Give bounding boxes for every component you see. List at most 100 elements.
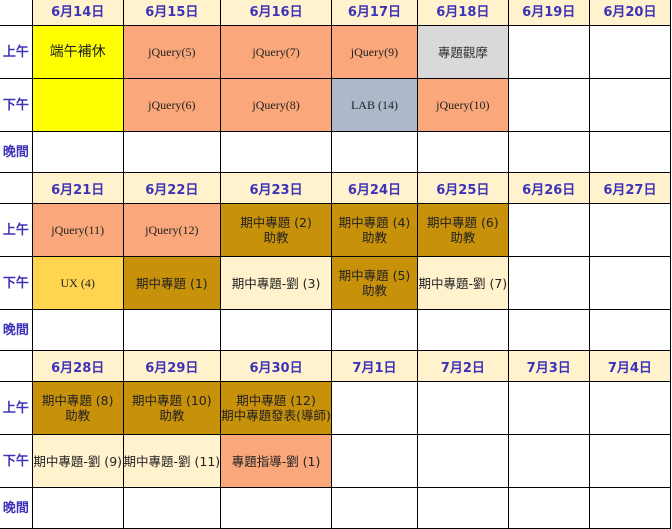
schedule-cell[interactable] xyxy=(507,25,590,79)
slot-label-afternoon: 下午 xyxy=(0,256,33,310)
date-header: 6月23日 xyxy=(220,172,332,204)
schedule-cell[interactable]: 端午補休 xyxy=(31,25,124,79)
schedule-cell[interactable] xyxy=(417,309,509,351)
header-corner-cell xyxy=(0,0,33,26)
schedule-cell[interactable] xyxy=(588,309,672,351)
schedule-cell[interactable]: 期中專題-劉 (9) xyxy=(31,434,124,488)
cell-text: 端午補休 xyxy=(49,43,106,60)
cell-text: 助教 xyxy=(361,230,387,245)
schedule-cell[interactable] xyxy=(417,487,509,529)
cell-text: 專題指導-劉 (1) xyxy=(231,453,321,469)
schedule-cell[interactable] xyxy=(588,487,672,529)
schedule-cell[interactable]: 期中專題 (4) 助教 xyxy=(330,203,419,257)
afternoon-row: 下午 UX (4) 期中專題 (1) 期中專題-劉 (3) 期中專題 (5) 助教 期中專題… xyxy=(0,256,672,310)
schedule-cell[interactable]: jQuery(7) xyxy=(220,25,332,79)
week-header-row: 6月14日 6月15日 6月16日 6月17日 6月18日 6月19日 6月20日 xyxy=(0,0,672,26)
slot-label-evening: 晚間 xyxy=(0,131,33,173)
schedule-cell[interactable] xyxy=(417,434,509,488)
morning-row: 上午 jQuery(11) jQuery(12) 期中專題 (2) 助教 期中專題 (4)… xyxy=(0,203,672,257)
schedule-cell[interactable] xyxy=(31,487,124,529)
cell-text: 期中專題 (5) xyxy=(338,268,411,283)
schedule-cell[interactable] xyxy=(507,131,590,173)
schedule-cell[interactable]: 專題指導-劉 (1) xyxy=(220,434,332,488)
schedule-cell[interactable]: jQuery(5) xyxy=(122,25,222,79)
schedule-cell[interactable] xyxy=(588,381,672,435)
schedule-cell[interactable] xyxy=(507,256,590,310)
schedule-cell[interactable]: jQuery(10) xyxy=(417,78,509,132)
schedule-cell[interactable] xyxy=(330,309,419,351)
schedule-cell[interactable] xyxy=(122,131,222,173)
schedule-cell[interactable]: 期中專題-劉 (11) xyxy=(122,434,222,488)
schedule-cell[interactable] xyxy=(122,487,222,529)
schedule-cell[interactable] xyxy=(220,131,332,173)
date-header: 6月26日 xyxy=(507,172,590,204)
schedule-cell[interactable] xyxy=(220,309,332,351)
schedule-cell[interactable] xyxy=(31,309,124,351)
schedule-cell[interactable]: 期中專題 (2) 助教 xyxy=(220,203,332,257)
cell-text: LAB (14) xyxy=(350,97,398,112)
schedule-cell[interactable] xyxy=(588,78,672,132)
cell-text: jQuery(9) xyxy=(350,44,399,59)
schedule-cell[interactable]: 專題觀摩 xyxy=(417,25,509,79)
schedule-cell[interactable]: jQuery(6) xyxy=(122,78,222,132)
schedule-cell[interactable] xyxy=(330,487,419,529)
schedule-cell[interactable] xyxy=(31,131,124,173)
schedule-cell[interactable]: 期中專題 (1) xyxy=(122,256,222,310)
cell-text: 專題觀摩 xyxy=(437,44,488,60)
schedule-cell[interactable]: jQuery(8) xyxy=(220,78,332,132)
schedule-cell[interactable] xyxy=(31,78,124,132)
cell-text: 助教 xyxy=(159,408,185,423)
cell-text: 期中專題 (10) xyxy=(132,393,212,408)
cell-text: 期中專題 (2) xyxy=(240,215,312,230)
schedule-cell[interactable]: jQuery(11) xyxy=(31,203,124,257)
schedule-cell[interactable] xyxy=(507,434,590,488)
schedule-cell[interactable] xyxy=(507,203,590,257)
schedule-cell[interactable]: LAB (14) xyxy=(330,78,419,132)
schedule-cell[interactable] xyxy=(588,131,672,173)
schedule-cell[interactable] xyxy=(330,131,419,173)
cell-text: jQuery(5) xyxy=(148,44,196,59)
schedule-cell[interactable]: 期中專題 (6) 助教 xyxy=(417,203,509,257)
schedule-cell[interactable]: 期中專題 (8) 助教 xyxy=(31,381,124,435)
cell-text: 期中專題-劉 (3) xyxy=(231,275,321,291)
schedule-cell[interactable]: 期中專題 (5) 助教 xyxy=(330,256,419,310)
schedule-cell[interactable]: 期中專題 (10) 助教 xyxy=(122,381,222,435)
schedule-cell[interactable] xyxy=(220,487,332,529)
schedule-cell[interactable]: 期中專題 (12) 期中專題發表(導師) xyxy=(220,381,332,435)
afternoon-row: 下午 期中專題-劉 (9) 期中專題-劉 (11) 專題指導-劉 (1) xyxy=(0,434,672,488)
schedule-cell[interactable] xyxy=(507,381,590,435)
cell-text: jQuery(8) xyxy=(252,97,300,112)
schedule-cell[interactable] xyxy=(507,309,590,351)
schedule-cell[interactable] xyxy=(330,434,419,488)
schedule-cell[interactable]: jQuery(12) xyxy=(122,203,222,257)
date-header: 6月30日 xyxy=(220,350,332,382)
cell-text: jQuery(6) xyxy=(148,97,196,112)
schedule-cell[interactable] xyxy=(588,256,672,310)
week-header-row: 6月28日 6月29日 6月30日 7月1日 7月2日 7月3日 7月4日 xyxy=(0,350,672,382)
cell-text: 期中專題 (8) xyxy=(41,393,114,408)
cell-text: 期中專題 (1) xyxy=(135,275,208,291)
schedule-cell[interactable] xyxy=(507,487,590,529)
slot-label-morning: 上午 xyxy=(0,203,33,257)
schedule-cell[interactable] xyxy=(122,309,222,351)
schedule-cell[interactable] xyxy=(588,25,672,79)
date-header: 6月22日 xyxy=(122,172,222,204)
date-header: 7月2日 xyxy=(417,350,509,382)
evening-row: 晚間 xyxy=(0,487,672,529)
schedule-cell[interactable] xyxy=(417,131,509,173)
header-corner-cell xyxy=(0,172,33,204)
date-header: 6月20日 xyxy=(588,0,672,26)
cell-text: 助教 xyxy=(263,230,289,245)
schedule-cell[interactable] xyxy=(330,381,419,435)
date-header: 6月28日 xyxy=(31,350,124,382)
schedule-cell[interactable] xyxy=(588,203,672,257)
schedule-cell[interactable]: 期中專題-劉 (3) xyxy=(220,256,332,310)
schedule-cell[interactable]: jQuery(9) xyxy=(330,25,419,79)
schedule-cell[interactable] xyxy=(507,78,590,132)
schedule-cell[interactable] xyxy=(417,381,509,435)
schedule-cell[interactable] xyxy=(588,434,672,488)
schedule-cell[interactable]: 期中專題-劉 (7) xyxy=(417,256,509,310)
cell-text: 助教 xyxy=(361,283,387,298)
cell-text: 助教 xyxy=(450,230,476,245)
schedule-cell[interactable]: UX (4) xyxy=(31,256,124,310)
